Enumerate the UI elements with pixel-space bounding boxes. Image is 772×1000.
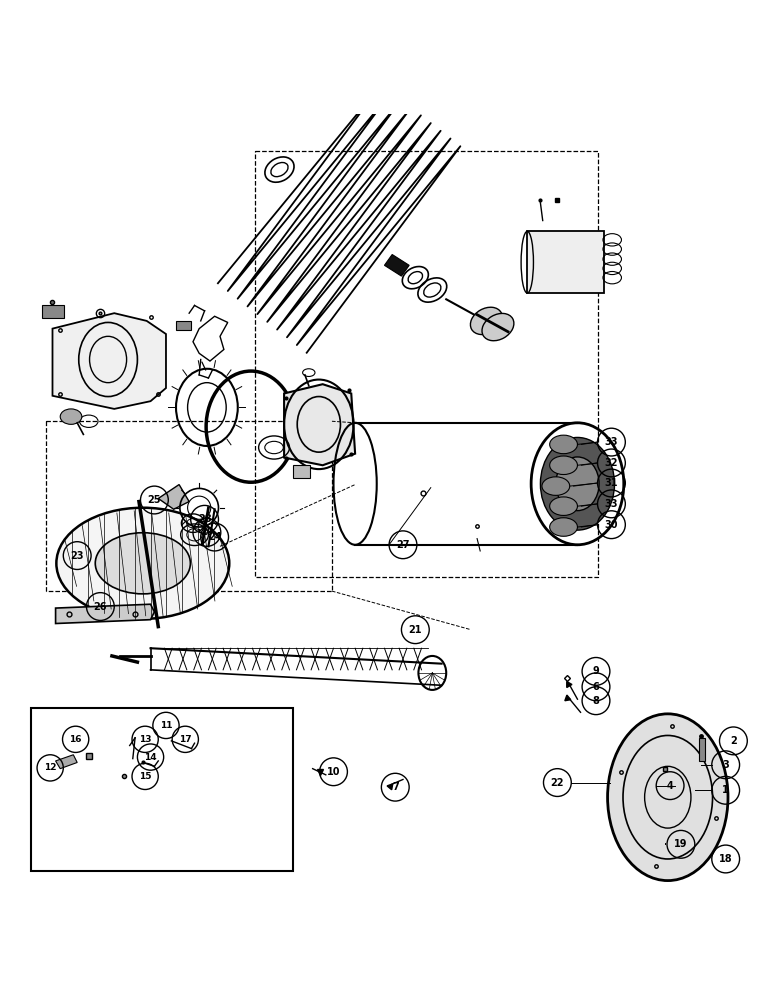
Bar — [699, 738, 705, 761]
Text: 24: 24 — [208, 532, 222, 542]
Polygon shape — [384, 255, 409, 276]
Bar — [176, 321, 191, 330]
Ellipse shape — [550, 456, 577, 475]
Text: 21: 21 — [408, 625, 422, 635]
Bar — [31, 708, 293, 871]
Ellipse shape — [556, 457, 599, 511]
Text: 17: 17 — [179, 735, 191, 744]
Polygon shape — [56, 604, 154, 624]
Text: 31: 31 — [604, 478, 618, 488]
Text: 32: 32 — [604, 458, 618, 468]
Ellipse shape — [550, 518, 577, 536]
Text: 10: 10 — [327, 767, 340, 777]
Ellipse shape — [95, 533, 191, 594]
Text: 18: 18 — [719, 854, 733, 864]
Polygon shape — [158, 485, 189, 509]
Text: 25: 25 — [147, 495, 161, 505]
Ellipse shape — [608, 714, 728, 881]
Text: 23: 23 — [70, 551, 84, 561]
Text: 12: 12 — [44, 763, 56, 772]
Bar — [42, 305, 64, 318]
Text: 9: 9 — [593, 666, 599, 676]
Text: 33: 33 — [604, 437, 618, 447]
Ellipse shape — [470, 307, 503, 335]
Ellipse shape — [542, 477, 570, 495]
Text: 6: 6 — [593, 682, 599, 692]
Ellipse shape — [60, 409, 82, 424]
Text: 14: 14 — [144, 753, 157, 762]
Text: 28: 28 — [198, 514, 212, 524]
Polygon shape — [56, 755, 77, 769]
Text: 19: 19 — [674, 839, 688, 849]
Text: 26: 26 — [93, 602, 107, 612]
Text: 29: 29 — [200, 527, 214, 537]
Text: 8: 8 — [593, 696, 599, 706]
Text: 3: 3 — [723, 760, 729, 770]
Text: 13: 13 — [139, 735, 151, 744]
Text: 30: 30 — [604, 520, 618, 530]
Text: 7: 7 — [392, 782, 398, 792]
Text: 2: 2 — [730, 736, 736, 746]
Text: 15: 15 — [139, 772, 151, 781]
Text: 4: 4 — [667, 781, 673, 791]
Ellipse shape — [56, 508, 229, 619]
Bar — [293, 465, 310, 478]
Text: 27: 27 — [396, 540, 410, 550]
Text: 1: 1 — [723, 785, 729, 795]
Ellipse shape — [540, 437, 615, 530]
Ellipse shape — [550, 435, 577, 454]
Ellipse shape — [550, 497, 577, 515]
Polygon shape — [527, 231, 604, 293]
Ellipse shape — [482, 313, 514, 341]
Text: 16: 16 — [69, 735, 82, 744]
Polygon shape — [284, 384, 355, 465]
Text: 22: 22 — [550, 778, 564, 788]
Polygon shape — [52, 313, 166, 409]
Text: 11: 11 — [160, 721, 172, 730]
Text: 33: 33 — [604, 499, 618, 509]
